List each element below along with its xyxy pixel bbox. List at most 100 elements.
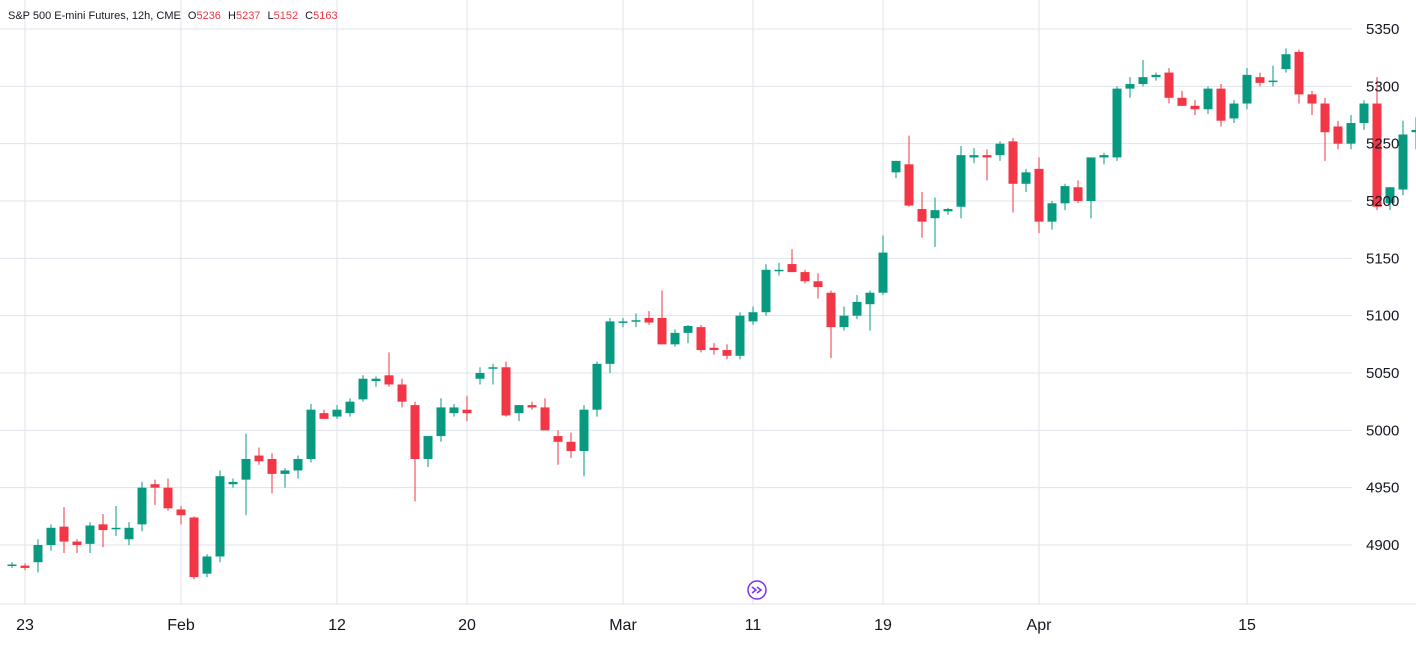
candle[interactable] xyxy=(34,539,43,572)
candle[interactable] xyxy=(840,306,849,330)
candle[interactable] xyxy=(515,405,524,421)
candle[interactable] xyxy=(138,482,147,531)
candle[interactable] xyxy=(346,398,355,416)
candle[interactable] xyxy=(684,325,693,343)
candle[interactable] xyxy=(541,398,550,430)
candles[interactable] xyxy=(8,48,1416,579)
candle[interactable] xyxy=(762,264,771,316)
candle[interactable] xyxy=(827,290,836,358)
candle[interactable] xyxy=(242,434,251,515)
candle[interactable] xyxy=(112,506,121,536)
candle[interactable] xyxy=(60,507,69,553)
candle[interactable] xyxy=(73,539,82,553)
candle[interactable] xyxy=(996,141,1005,160)
candle[interactable] xyxy=(502,362,511,417)
candle[interactable] xyxy=(47,524,56,550)
candle[interactable] xyxy=(1256,73,1265,87)
candle[interactable] xyxy=(203,554,212,577)
candle[interactable] xyxy=(892,161,901,178)
candle[interactable] xyxy=(21,563,30,570)
candle[interactable] xyxy=(372,376,381,386)
candle[interactable] xyxy=(1126,77,1135,98)
candle[interactable] xyxy=(1165,68,1174,104)
candle[interactable] xyxy=(1087,157,1096,218)
candle[interactable] xyxy=(177,506,186,524)
candle[interactable] xyxy=(424,436,433,467)
candle[interactable] xyxy=(554,430,563,464)
candle[interactable] xyxy=(1100,153,1109,164)
candle[interactable] xyxy=(1191,100,1200,115)
candle[interactable] xyxy=(164,478,173,510)
candle[interactable] xyxy=(8,562,17,568)
candle[interactable] xyxy=(1048,201,1057,230)
candle[interactable] xyxy=(216,470,225,562)
candle[interactable] xyxy=(1230,100,1239,123)
candle[interactable] xyxy=(1334,121,1343,150)
candle[interactable] xyxy=(1074,180,1083,203)
candle[interactable] xyxy=(1269,66,1278,87)
candle[interactable] xyxy=(385,352,394,386)
candle[interactable] xyxy=(905,136,914,207)
candle[interactable] xyxy=(801,270,810,284)
candle[interactable] xyxy=(125,522,134,545)
candle[interactable] xyxy=(307,404,316,462)
candle[interactable] xyxy=(294,456,303,479)
candle[interactable] xyxy=(619,318,628,327)
candle[interactable] xyxy=(1412,117,1416,149)
candle[interactable] xyxy=(1295,50,1304,104)
candle[interactable] xyxy=(749,306,758,324)
candle[interactable] xyxy=(255,448,264,465)
candle[interactable] xyxy=(736,312,745,359)
candle[interactable] xyxy=(723,344,732,359)
candle[interactable] xyxy=(814,273,823,298)
candle[interactable] xyxy=(1243,68,1252,109)
candle[interactable] xyxy=(476,367,485,384)
candle[interactable] xyxy=(606,318,615,373)
candle[interactable] xyxy=(957,146,966,218)
candle[interactable] xyxy=(333,405,342,419)
candle[interactable] xyxy=(528,402,537,410)
candle[interactable] xyxy=(658,290,667,344)
candle[interactable] xyxy=(931,198,940,247)
candle[interactable] xyxy=(853,295,862,319)
candle[interactable] xyxy=(99,514,108,547)
candle[interactable] xyxy=(450,404,459,417)
candle[interactable] xyxy=(1204,86,1213,114)
candle[interactable] xyxy=(437,398,446,442)
candle[interactable] xyxy=(1360,100,1369,130)
candle[interactable] xyxy=(398,379,407,408)
candle[interactable] xyxy=(1139,60,1148,86)
candle[interactable] xyxy=(463,396,472,421)
candle[interactable] xyxy=(866,290,875,330)
candle[interactable] xyxy=(879,235,888,295)
candle[interactable] xyxy=(1321,98,1330,161)
candle[interactable] xyxy=(788,249,797,272)
candle[interactable] xyxy=(775,263,784,276)
candle[interactable] xyxy=(489,364,498,385)
candle[interactable] xyxy=(229,478,238,487)
candle[interactable] xyxy=(671,329,680,346)
candle[interactable] xyxy=(944,208,953,215)
candle[interactable] xyxy=(593,362,602,417)
candle[interactable] xyxy=(567,433,576,458)
candle[interactable] xyxy=(86,522,95,553)
candle[interactable] xyxy=(281,468,290,487)
candle[interactable] xyxy=(320,410,329,419)
candle[interactable] xyxy=(1178,91,1187,106)
candle[interactable] xyxy=(645,311,654,325)
candle[interactable] xyxy=(1282,48,1291,72)
candle[interactable] xyxy=(190,516,199,579)
candle[interactable] xyxy=(151,480,160,505)
candle[interactable] xyxy=(1061,184,1070,210)
candle[interactable] xyxy=(580,405,589,476)
candle[interactable] xyxy=(1399,121,1408,196)
candle[interactable] xyxy=(970,148,979,163)
candle[interactable] xyxy=(983,149,992,180)
candle[interactable] xyxy=(411,402,420,502)
candle[interactable] xyxy=(1347,115,1356,149)
candle[interactable] xyxy=(918,192,927,238)
candle[interactable] xyxy=(1152,73,1161,81)
candle[interactable] xyxy=(1022,169,1031,192)
